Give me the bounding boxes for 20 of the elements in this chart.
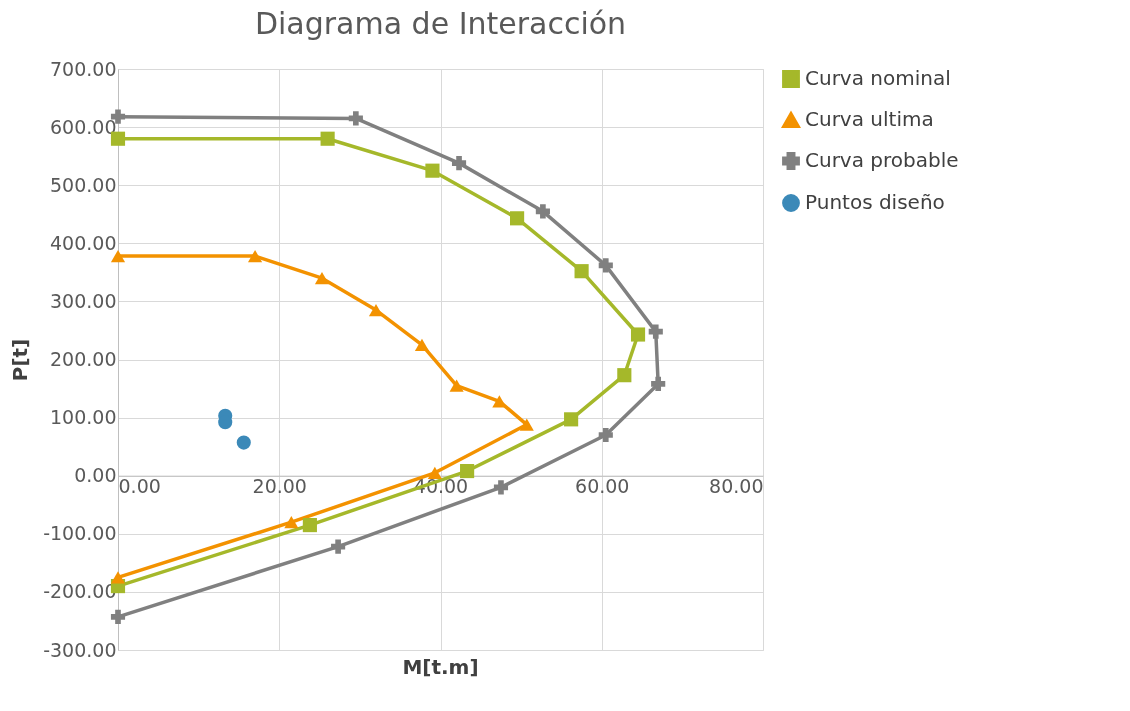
y-tick-label: 700.00 [50, 57, 117, 80]
chart-title: Diagrama de Interacción [254, 6, 627, 41]
y-tick-label: -100.00 [43, 522, 117, 545]
y-tick-label: 400.00 [50, 231, 117, 254]
y-tick-label: 600.00 [50, 115, 117, 138]
y-tick-label: 200.00 [50, 348, 117, 370]
y-axis-title: P[t] [8, 338, 33, 382]
legend-label: Curva nominal [805, 66, 951, 90]
legend-label: Curva ultima [805, 107, 934, 131]
y-tick-label: 100.00 [50, 406, 117, 429]
y-tick-label: 500.00 [50, 173, 117, 196]
x-tick-label: 20.00 [252, 475, 307, 498]
y-tick-label: 300.00 [50, 289, 117, 312]
y-tick-label: -300.00 [43, 638, 117, 661]
x-tick-label: 80.00 [709, 475, 764, 498]
legend-label: Curva probable [805, 148, 959, 172]
x-tick-label: 60.00 [575, 475, 630, 498]
x-axis-title: M[t.m] [402, 655, 479, 679]
legend-label: Puntos diseño [805, 190, 945, 214]
x-tick-label: 0.00 [118, 475, 161, 498]
